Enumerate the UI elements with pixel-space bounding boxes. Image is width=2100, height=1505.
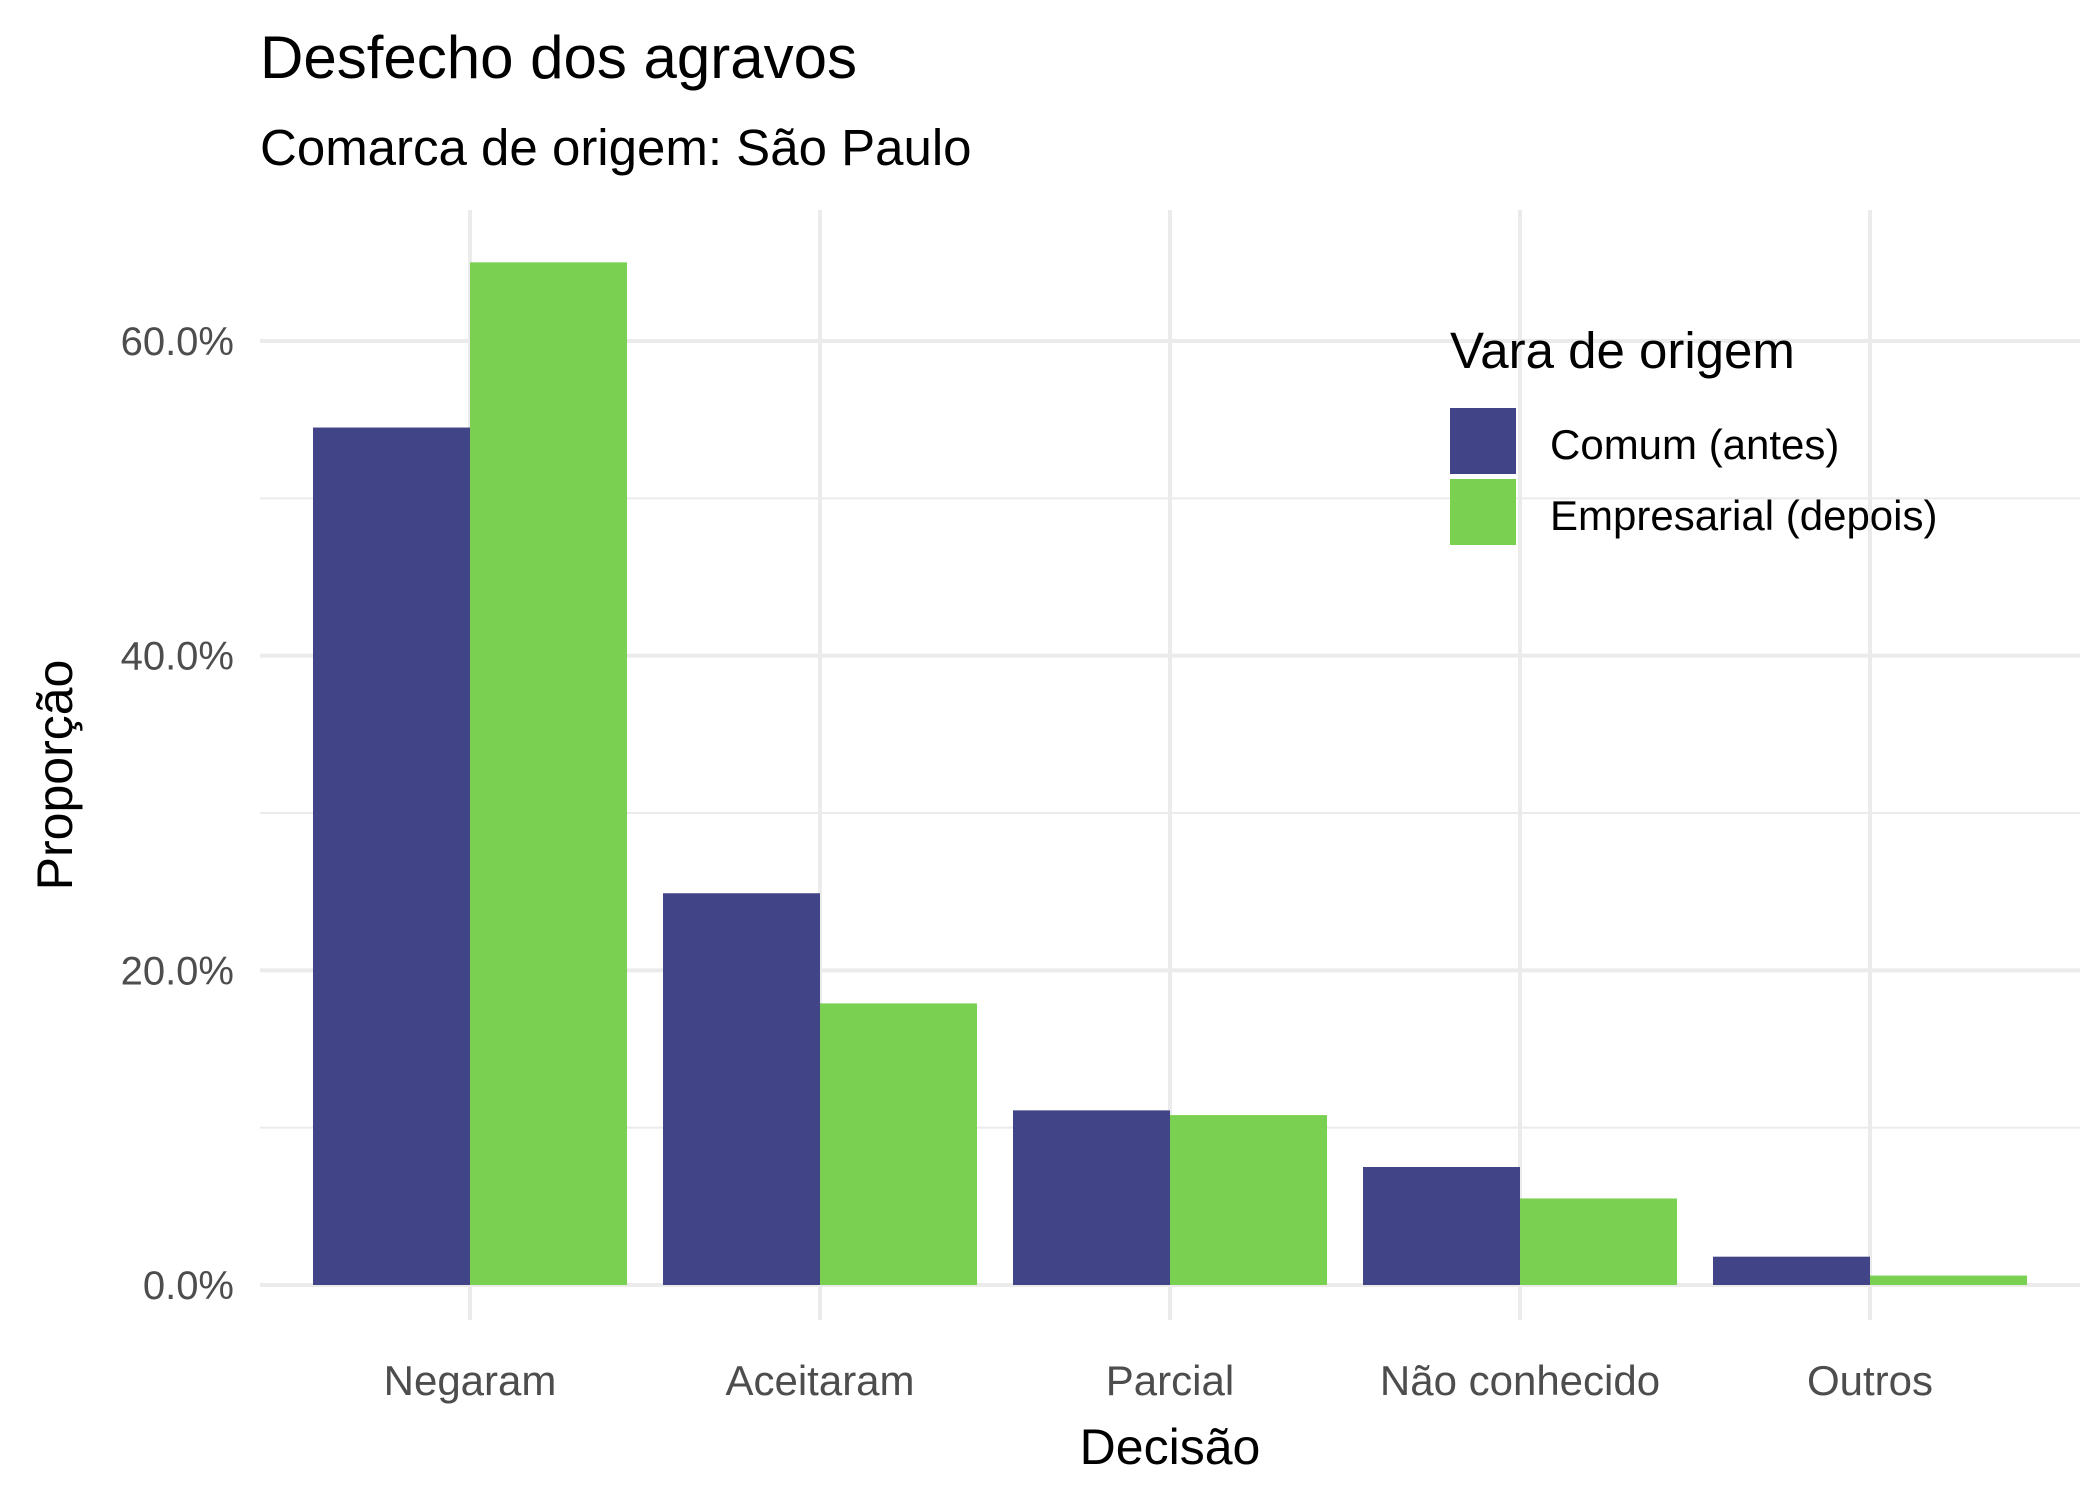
y-tick-label: 40.0% — [121, 635, 234, 679]
legend-title: Vara de origem — [1450, 322, 1795, 379]
bar-empresarial-0 — [470, 262, 627, 1285]
bar-empresarial-2 — [1170, 1115, 1327, 1285]
chart-title: Desfecho dos agravos — [260, 24, 857, 91]
bar-comum-4 — [1713, 1256, 1870, 1285]
y-tick-label: 0.0% — [143, 1264, 234, 1308]
legend-label-1: Empresarial (depois) — [1550, 492, 1937, 539]
legend-key-0 — [1450, 408, 1516, 474]
x-axis-label: Decisão — [1080, 1419, 1261, 1475]
y-axis-ticks: 0.0% 20.0% 40.0% 60.0% — [121, 320, 234, 1308]
y-tick-label: 20.0% — [121, 949, 234, 993]
bar-comum-0 — [313, 427, 470, 1285]
bars — [313, 262, 2027, 1285]
chart-subtitle: Comarca de origem: São Paulo — [260, 119, 972, 176]
x-tick-label: Outros — [1807, 1357, 1933, 1404]
legend-key-1 — [1450, 479, 1516, 545]
x-tick-label: Parcial — [1106, 1357, 1234, 1404]
bar-comum-2 — [1013, 1110, 1170, 1285]
y-axis-label: Proporção — [27, 660, 83, 891]
bar-comum-3 — [1363, 1167, 1520, 1285]
x-tick-label: Negaram — [384, 1357, 557, 1404]
x-axis-ticks: Negaram Aceitaram Parcial Não conhecido Outr… — [384, 1357, 1933, 1404]
bar-empresarial-3 — [1520, 1198, 1677, 1285]
legend: Vara de origem Comum (antes) Empresarial … — [1450, 322, 1937, 545]
x-tick-label: Aceitaram — [725, 1357, 914, 1404]
x-tick-label: Não conhecido — [1380, 1357, 1660, 1404]
legend-items: Comum (antes) Empresarial (depois) — [1450, 408, 1937, 545]
y-tick-label: 60.0% — [121, 320, 234, 364]
bar-empresarial-1 — [820, 1003, 977, 1285]
bar-empresarial-4 — [1870, 1275, 2027, 1285]
bar-comum-1 — [663, 893, 820, 1285]
legend-label-0: Comum (antes) — [1550, 421, 1839, 468]
